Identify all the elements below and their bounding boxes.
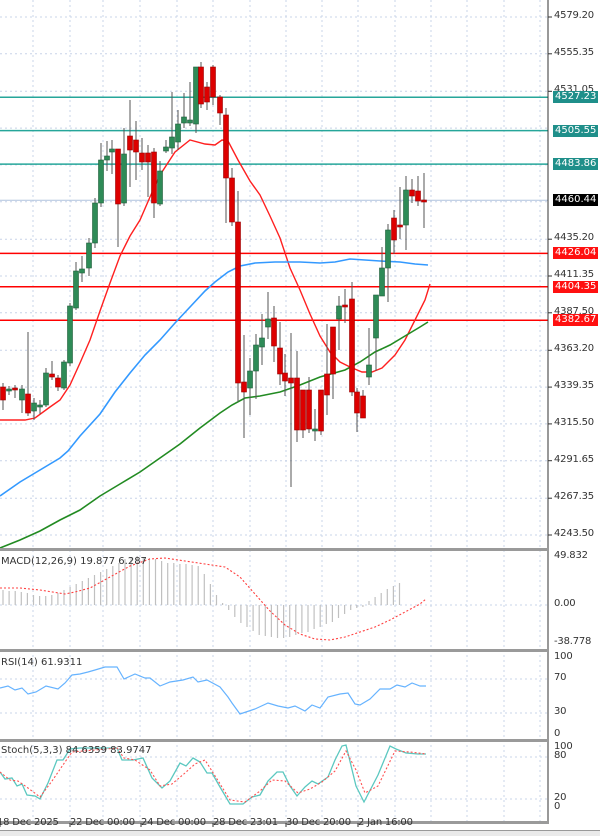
price-tick: 4555.35 xyxy=(554,46,594,58)
ma-slow-line xyxy=(0,321,429,549)
rsi-title: RSI(14) 61.9311 xyxy=(1,657,83,668)
time-tick: 24 Dec 00:00 xyxy=(141,817,206,828)
candlesticks xyxy=(0,62,427,487)
chart-tab-bar[interactable] xyxy=(0,830,600,836)
price-tick: 4435.20 xyxy=(554,232,594,244)
time-tick: 18 Dec 2025 xyxy=(0,817,59,828)
time-tick: 2 Jan 16:00 xyxy=(358,817,413,828)
panel-frames xyxy=(0,0,549,827)
macd-axis-tick: 0.00 xyxy=(554,598,576,609)
stoch-panel xyxy=(0,744,548,805)
macd-title: MACD(12,26,9) 19.877 6.287 xyxy=(1,556,147,567)
rsi-axis-tick: 100 xyxy=(554,651,573,662)
stoch-title: Stoch(5,3,3) 84.6359 83.9747 xyxy=(1,745,152,756)
macd-axis-tick: 49.832 xyxy=(554,550,588,561)
horizontal-levels xyxy=(0,96,548,322)
rsi-panel xyxy=(0,666,548,715)
stoch-axis-tick: 20 xyxy=(554,792,567,803)
macd-panel xyxy=(0,556,548,641)
price-tick: 4243.50 xyxy=(554,528,594,539)
rsi-axis-tick: 30 xyxy=(554,706,567,717)
stoch-axis-tick: 100 xyxy=(554,741,573,752)
time-tick: 22 Dec 00:00 xyxy=(70,817,135,828)
current-price-tag: 4460.44 xyxy=(553,194,599,207)
price-tick: 4387.50 xyxy=(554,305,594,317)
ma-medium-line xyxy=(0,258,429,497)
moving-averages xyxy=(0,139,431,549)
time-tick: 28 Dec 23:01 xyxy=(213,817,278,828)
price-tick: 4363.20 xyxy=(554,343,594,355)
stoch-axis-tick: 80 xyxy=(554,750,567,761)
price-tick: 4267.35 xyxy=(554,491,594,503)
level-price-tag: 4527.23 xyxy=(553,91,599,104)
time-tick: 30 Dec 20:00 xyxy=(286,817,351,828)
macd-axis-tick: -38.778 xyxy=(554,636,592,647)
price-tick: 4531.05 xyxy=(554,84,594,96)
rsi-axis-tick: 70 xyxy=(554,672,567,683)
level-price-tag: 4483.86 xyxy=(553,158,599,171)
price-tick: 4579.20 xyxy=(554,10,594,21)
stoch-axis-tick: 0 xyxy=(554,801,561,812)
rsi-axis-tick: 0 xyxy=(554,728,561,739)
level-price-tag: 4426.04 xyxy=(553,247,599,260)
price-tick: 4411.35 xyxy=(554,269,594,280)
chart-grid xyxy=(0,0,552,822)
price-tick: 4315.50 xyxy=(554,416,594,428)
price-tick: 4339.35 xyxy=(554,380,594,392)
price-tick: 4291.65 xyxy=(554,453,594,465)
level-price-tag: 4505.55 xyxy=(553,124,599,137)
level-price-tag: 4404.35 xyxy=(553,280,599,293)
level-price-tag: 4382.67 xyxy=(553,314,599,327)
